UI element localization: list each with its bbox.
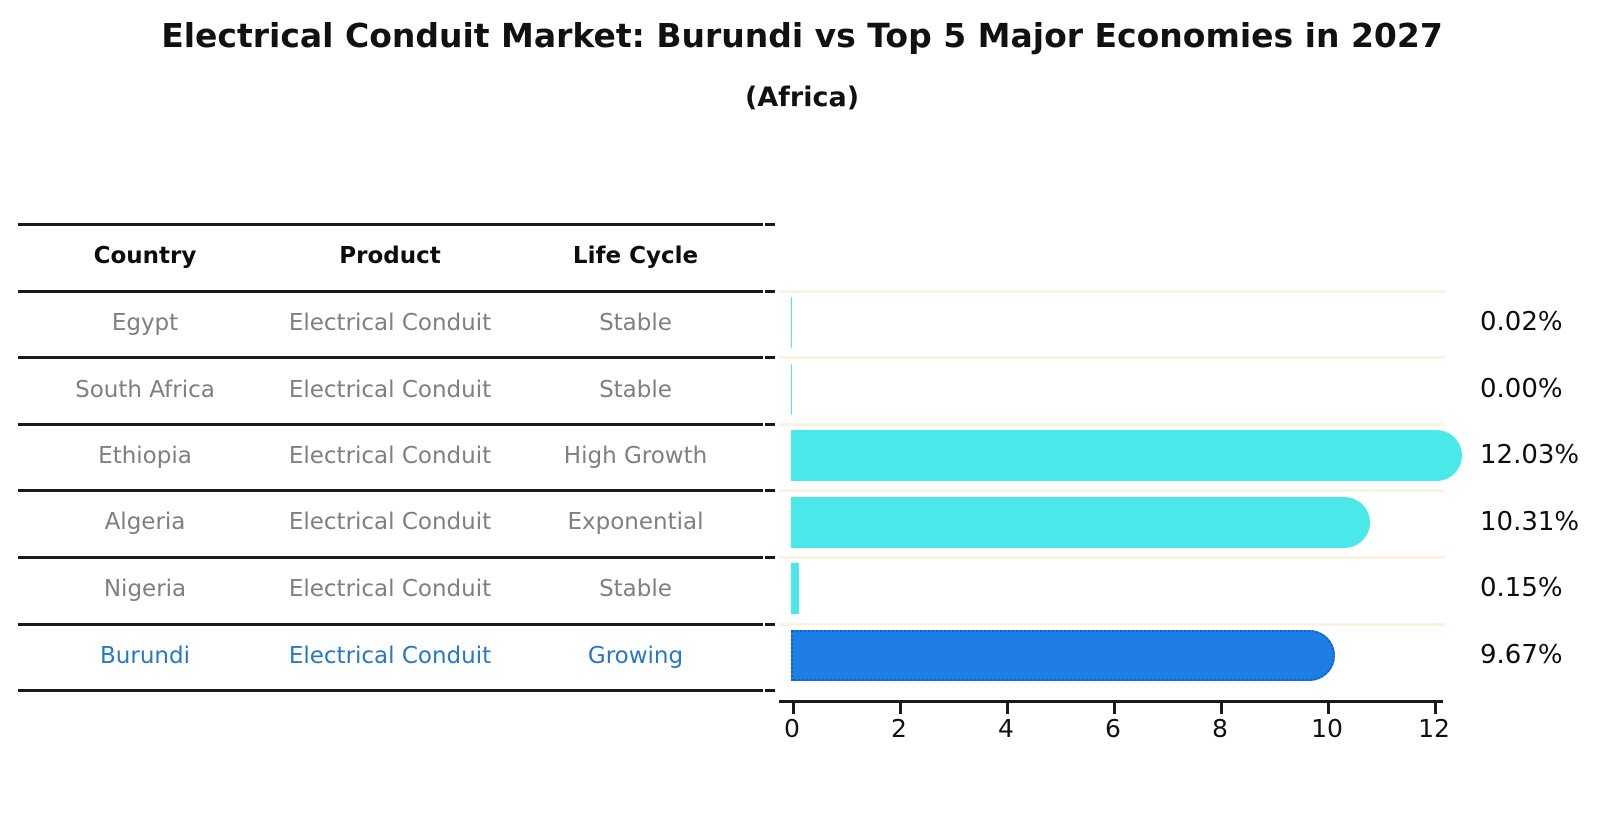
bar-burundi [791, 630, 1336, 681]
table-line [18, 689, 763, 692]
country-cell: Nigeria [103, 576, 187, 602]
value-label: 0.15% [1480, 573, 1563, 603]
life-cycle-cell: Stable [599, 377, 672, 403]
country-cell: Algeria [104, 509, 186, 535]
table-row-ethiopia: Ethiopia Electrical Conduit High Growth [18, 441, 763, 471]
table-line [18, 423, 763, 426]
table-header-row: Country Product Life Cycle [18, 241, 763, 271]
bar-south-africa [791, 364, 793, 415]
chart-subtitle: (Africa) [744, 82, 860, 113]
chart-title: Electrical Conduit Market: Burundi vs To… [161, 16, 1443, 55]
table-line [18, 223, 763, 226]
country-cell: Ethiopia [98, 443, 192, 469]
y-axis-tick [765, 623, 775, 626]
country-cell: South Africa [75, 377, 215, 403]
gridline [779, 423, 1445, 426]
gridline [779, 556, 1445, 559]
bar-algeria [791, 497, 1370, 548]
x-axis-tick-label: 8 [1212, 714, 1228, 743]
y-axis-tick [765, 290, 775, 293]
y-axis-tick [765, 689, 775, 692]
life-cycle-cell: Exponential [567, 509, 704, 535]
y-axis-tick [765, 356, 775, 359]
product-cell: Electrical Conduit [288, 377, 492, 403]
bar-nigeria [791, 563, 800, 614]
table-line [18, 356, 763, 359]
table-row-south-africa: South Africa Electrical Conduit Stable [18, 375, 763, 405]
product-cell: Electrical Conduit [288, 443, 492, 469]
y-axis-tick [765, 423, 775, 426]
table-row-algeria: Algeria Electrical Conduit Exponential [18, 507, 763, 537]
table-line [18, 489, 763, 492]
x-axis-tick-label: 12 [1418, 714, 1450, 743]
x-axis-tick-label: 2 [891, 714, 907, 743]
x-axis-tick [1220, 702, 1223, 714]
gridline [779, 623, 1445, 626]
x-axis-tick [1006, 702, 1009, 714]
gridline [779, 356, 1445, 359]
product-cell: Electrical Conduit [288, 576, 492, 602]
value-label: 12.03% [1480, 440, 1580, 470]
value-label: 10.31% [1480, 507, 1580, 537]
product-cell: Electrical Conduit [288, 643, 492, 669]
x-axis-tick [899, 702, 902, 714]
x-axis-tick-label: 10 [1311, 714, 1343, 743]
table-line [18, 290, 763, 293]
bar-egypt [791, 297, 793, 348]
table-row-burundi: Burundi Electrical Conduit Growing [18, 641, 763, 671]
table-row-egypt: Egypt Electrical Conduit Stable [18, 308, 763, 338]
value-label: 9.67% [1480, 640, 1563, 670]
x-axis-tick [792, 702, 795, 714]
table-line [18, 623, 763, 626]
life-cycle-cell: Growing [587, 643, 684, 669]
table-row-nigeria: Nigeria Electrical Conduit Stable [18, 574, 763, 604]
column-header-country: Country [93, 243, 197, 269]
life-cycle-cell: High Growth [563, 443, 708, 469]
column-header-life-cycle: Life Cycle [572, 243, 699, 269]
bar-ethiopia [791, 430, 1462, 481]
x-axis-tick-label: 0 [784, 714, 800, 743]
product-cell: Electrical Conduit [288, 509, 492, 535]
y-axis-tick [765, 556, 775, 559]
country-cell: Egypt [111, 310, 179, 336]
x-axis-tick [1327, 702, 1330, 714]
country-cell: Burundi [100, 643, 190, 669]
x-axis-tick [1434, 702, 1437, 714]
life-cycle-cell: Stable [599, 310, 672, 336]
product-cell: Electrical Conduit [288, 310, 492, 336]
x-axis-line [779, 700, 1443, 703]
life-cycle-cell: Stable [599, 576, 672, 602]
value-label: 0.00% [1480, 374, 1563, 404]
x-axis-tick [1113, 702, 1116, 714]
column-header-product: Product [339, 243, 441, 269]
y-axis-tick [765, 223, 775, 226]
x-axis-tick-label: 6 [1105, 714, 1121, 743]
y-axis-tick [765, 489, 775, 492]
x-axis-tick-label: 4 [998, 714, 1014, 743]
table-line [18, 556, 763, 559]
gridline [779, 290, 1445, 293]
gridline [779, 489, 1445, 492]
value-label: 0.02% [1480, 307, 1563, 337]
